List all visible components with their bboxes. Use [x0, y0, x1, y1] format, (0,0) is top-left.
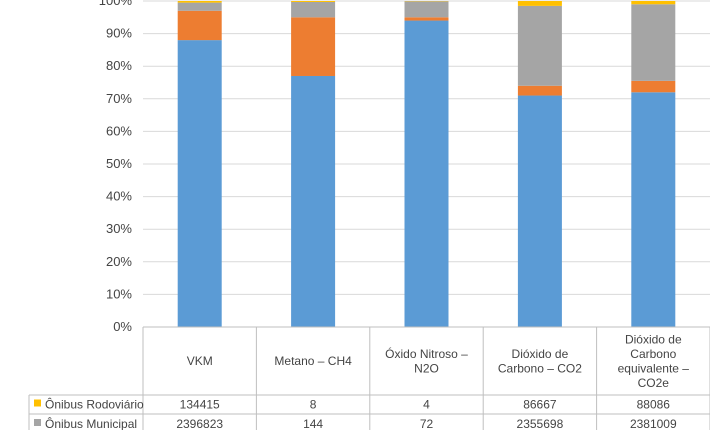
bar-segment — [518, 1, 562, 6]
category-label: Óxido Nitroso – — [385, 346, 468, 361]
y-tick-label: 50% — [106, 156, 132, 171]
bar-segment — [631, 1, 675, 4]
bar-segment — [518, 86, 562, 96]
category-label: Dióxido de — [512, 347, 569, 361]
legend-key — [34, 400, 41, 407]
y-tick-label: 70% — [106, 91, 132, 106]
bar-segment — [178, 1, 222, 3]
category-label: Carbono — [630, 347, 676, 361]
category-label: Metano – CH4 — [274, 354, 352, 368]
bar-segment — [405, 17, 449, 20]
table-cell: 8 — [310, 398, 317, 412]
table-cell: 2381009 — [630, 417, 677, 430]
bar-segment — [631, 81, 675, 92]
y-tick-label: 60% — [106, 123, 132, 138]
bar-segment — [405, 21, 449, 327]
bar-segment — [631, 92, 675, 327]
legend-key — [34, 419, 41, 426]
y-tick-label: 100% — [99, 0, 133, 8]
bar-segment — [178, 40, 222, 327]
bar-segment — [291, 1, 335, 2]
category-label: CO2e — [638, 376, 670, 390]
table-cell: 88086 — [637, 398, 671, 412]
table-cell: 144 — [303, 417, 323, 430]
table-cell: 4 — [423, 398, 430, 412]
table-cell: 72 — [420, 417, 434, 430]
y-tick-label: 30% — [106, 221, 132, 236]
bar-segment — [291, 2, 335, 17]
category-label: equivalente – — [618, 361, 690, 375]
legend-label: Ônibus Municipal — [45, 416, 137, 430]
y-tick-label: 40% — [106, 189, 132, 204]
table-cell: 2396823 — [176, 417, 223, 430]
bar-segment — [518, 6, 562, 86]
y-tick-label: 10% — [106, 286, 132, 301]
y-tick-label: 20% — [106, 254, 132, 269]
table-cell: 134415 — [180, 398, 220, 412]
bar-segment — [291, 76, 335, 327]
table-cell: 86667 — [523, 398, 557, 412]
category-label: Dióxido de — [625, 332, 682, 346]
category-label: VKM — [187, 354, 213, 368]
bar-segment — [631, 4, 675, 81]
bar-segment — [291, 17, 335, 76]
category-label: N2O — [414, 361, 439, 375]
table-cell: 2355698 — [517, 417, 564, 430]
y-tick-label: 80% — [106, 58, 132, 73]
bar-segment — [178, 11, 222, 40]
bar-segment — [518, 96, 562, 327]
legend-label: Ônibus Rodoviário — [45, 397, 144, 412]
bar-segment — [405, 1, 449, 17]
bar-segment — [178, 3, 222, 11]
y-tick-label: 0% — [113, 319, 132, 334]
y-tick-label: 90% — [106, 26, 132, 41]
category-label: Carbono – CO2 — [498, 361, 582, 375]
